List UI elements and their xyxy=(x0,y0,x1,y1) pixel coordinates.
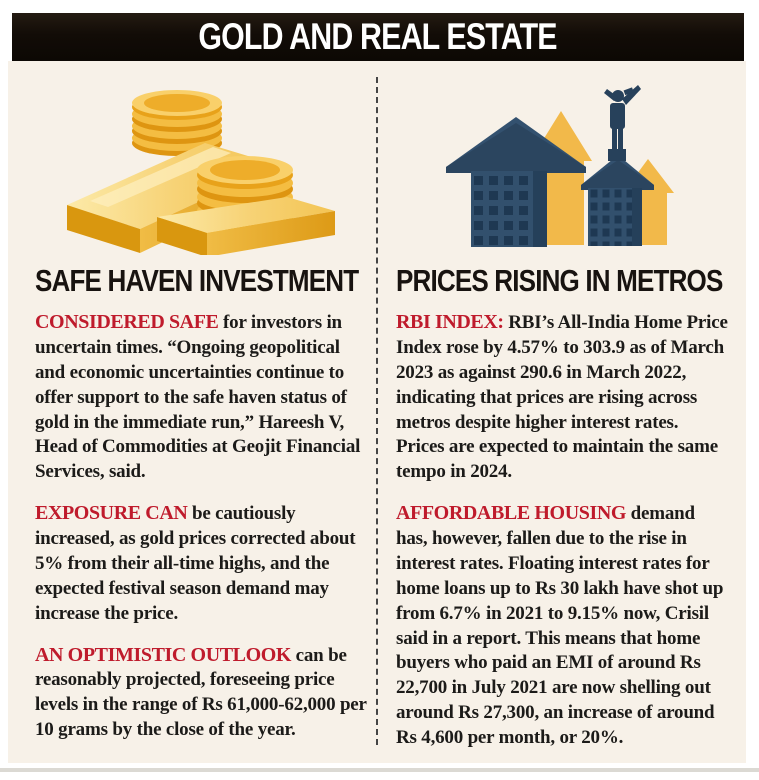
gold-illustration xyxy=(35,83,368,255)
bottom-rule xyxy=(0,768,759,772)
lead-considered-safe: CONSIDERED SAFE xyxy=(35,311,219,333)
house-small xyxy=(581,85,674,246)
gold-bars-coins-icon xyxy=(67,90,335,255)
gold-paragraph-3: AN OPTIMISTIC OUTLOOK can be reasonably … xyxy=(35,642,368,744)
gold-paragraph-2: EXPOSURE CAN be cautiously increased, as… xyxy=(35,500,368,626)
content-panel: SAFE HAVEN INVESTMENT CONSIDERED SAFE fo… xyxy=(8,61,746,763)
section-heading-real-estate: PRICES RISING IN METROS xyxy=(396,263,723,298)
gold-paragraph-2-text: be cautiously increased, as gold prices … xyxy=(35,503,356,624)
real-estate-paragraph-1-text: RBI’s All-India Home Price Index rose by… xyxy=(396,312,728,483)
column-gold: SAFE HAVEN INVESTMENT CONSIDERED SAFE fo… xyxy=(35,61,368,763)
houses-illustration xyxy=(396,83,730,255)
lead-affordable-housing: AFFORDABLE HOUSING xyxy=(396,502,627,525)
masthead-bar: GOLD AND REAL ESTATE xyxy=(12,13,744,61)
lead-rbi-index: RBI INDEX: xyxy=(396,311,504,333)
column-divider xyxy=(376,77,378,745)
page-title: GOLD AND REAL ESTATE xyxy=(198,16,558,57)
real-estate-paragraph-2-text: demand has, however, fallen due to the r… xyxy=(396,503,724,748)
section-heading-gold: SAFE HAVEN INVESTMENT xyxy=(35,263,359,298)
coin-stack-back xyxy=(132,90,222,156)
gold-paragraph-3-text: can be reasonably projected, foreseeing … xyxy=(35,644,367,741)
house-large xyxy=(446,111,592,247)
column-real-estate: PRICES RISING IN METROS RBI INDEX: RBI’s… xyxy=(396,61,730,763)
gold-bar-small xyxy=(157,197,335,255)
lead-exposure-can: EXPOSURE CAN xyxy=(35,502,188,525)
real-estate-paragraph-1: RBI INDEX: RBI’s All-India Home Price In… xyxy=(396,309,730,485)
real-estate-paragraph-2: AFFORDABLE HOUSING demand has, however, … xyxy=(396,500,730,751)
houses-arrows-icon xyxy=(446,85,674,247)
gold-paragraph-1: CONSIDERED SAFE for investors in uncerta… xyxy=(35,309,368,485)
gold-paragraph-1-text: for investors in uncertain times. “Ongoi… xyxy=(35,312,361,483)
man-with-binoculars xyxy=(604,85,641,161)
lead-optimistic-outlook: AN OPTIMISTIC OUTLOOK xyxy=(35,643,292,666)
